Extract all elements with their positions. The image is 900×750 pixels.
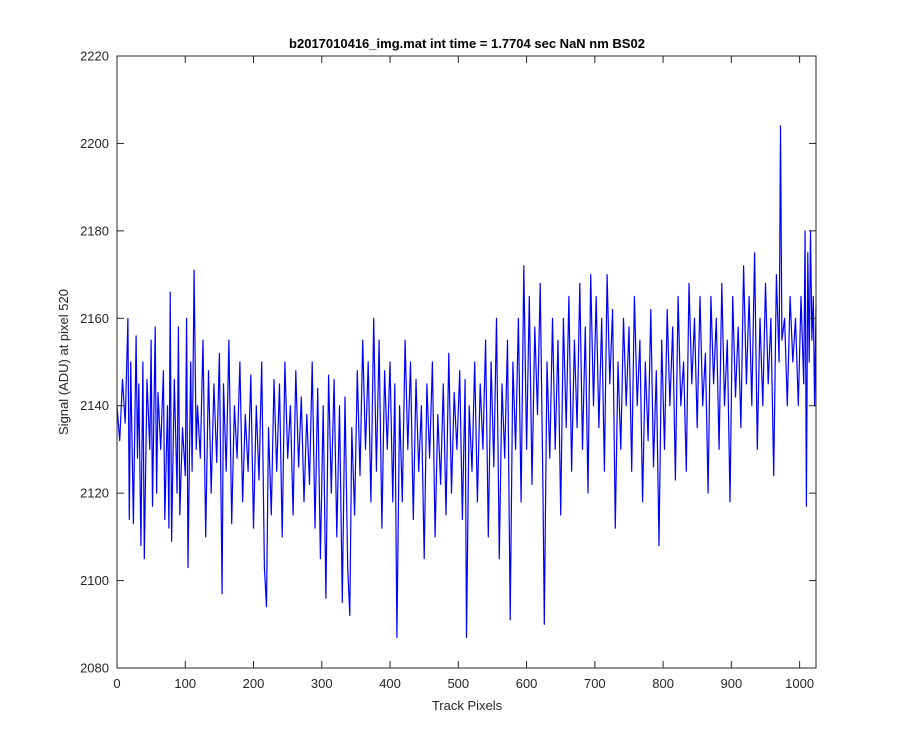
series-layer xyxy=(116,125,817,639)
x-tick-label: 800 xyxy=(652,676,674,691)
plot-frame xyxy=(116,55,817,669)
x-tick-label: 200 xyxy=(243,676,265,691)
x-tick-label: 100 xyxy=(174,676,196,691)
y-tick-label: 2080 xyxy=(80,661,109,676)
x-tick-label: 0 xyxy=(113,676,120,691)
y-tick-label: 2180 xyxy=(80,223,109,238)
y-tick-label: 2100 xyxy=(80,573,109,588)
chart-title: b2017010416_img.mat int time = 1.7704 se… xyxy=(289,36,645,51)
x-axis-label: Track Pixels xyxy=(432,698,503,713)
x-tick-label: 400 xyxy=(379,676,401,691)
y-tick-label: 2140 xyxy=(80,398,109,413)
y-tick-label: 2200 xyxy=(80,136,109,151)
y-tick-label: 2120 xyxy=(80,486,109,501)
y-axis-label: Signal (ADU) at pixel 520 xyxy=(56,289,71,435)
x-tick-label: 500 xyxy=(447,676,469,691)
y-tick-label: 2220 xyxy=(80,49,109,64)
x-tick-label: 300 xyxy=(311,676,333,691)
y-axis: 2080 2100 2120 2140 2160 2180 2200 2220 xyxy=(80,49,816,676)
x-tick-label: 700 xyxy=(584,676,606,691)
x-tick-label: 1000 xyxy=(785,676,814,691)
y-tick-label: 2160 xyxy=(80,311,109,326)
series-line-0 xyxy=(116,125,817,639)
x-tick-label: 600 xyxy=(516,676,538,691)
x-axis: 0 100 200 300 400 500 600 700 800 900 1000 xyxy=(113,56,814,691)
x-tick-label: 900 xyxy=(721,676,743,691)
